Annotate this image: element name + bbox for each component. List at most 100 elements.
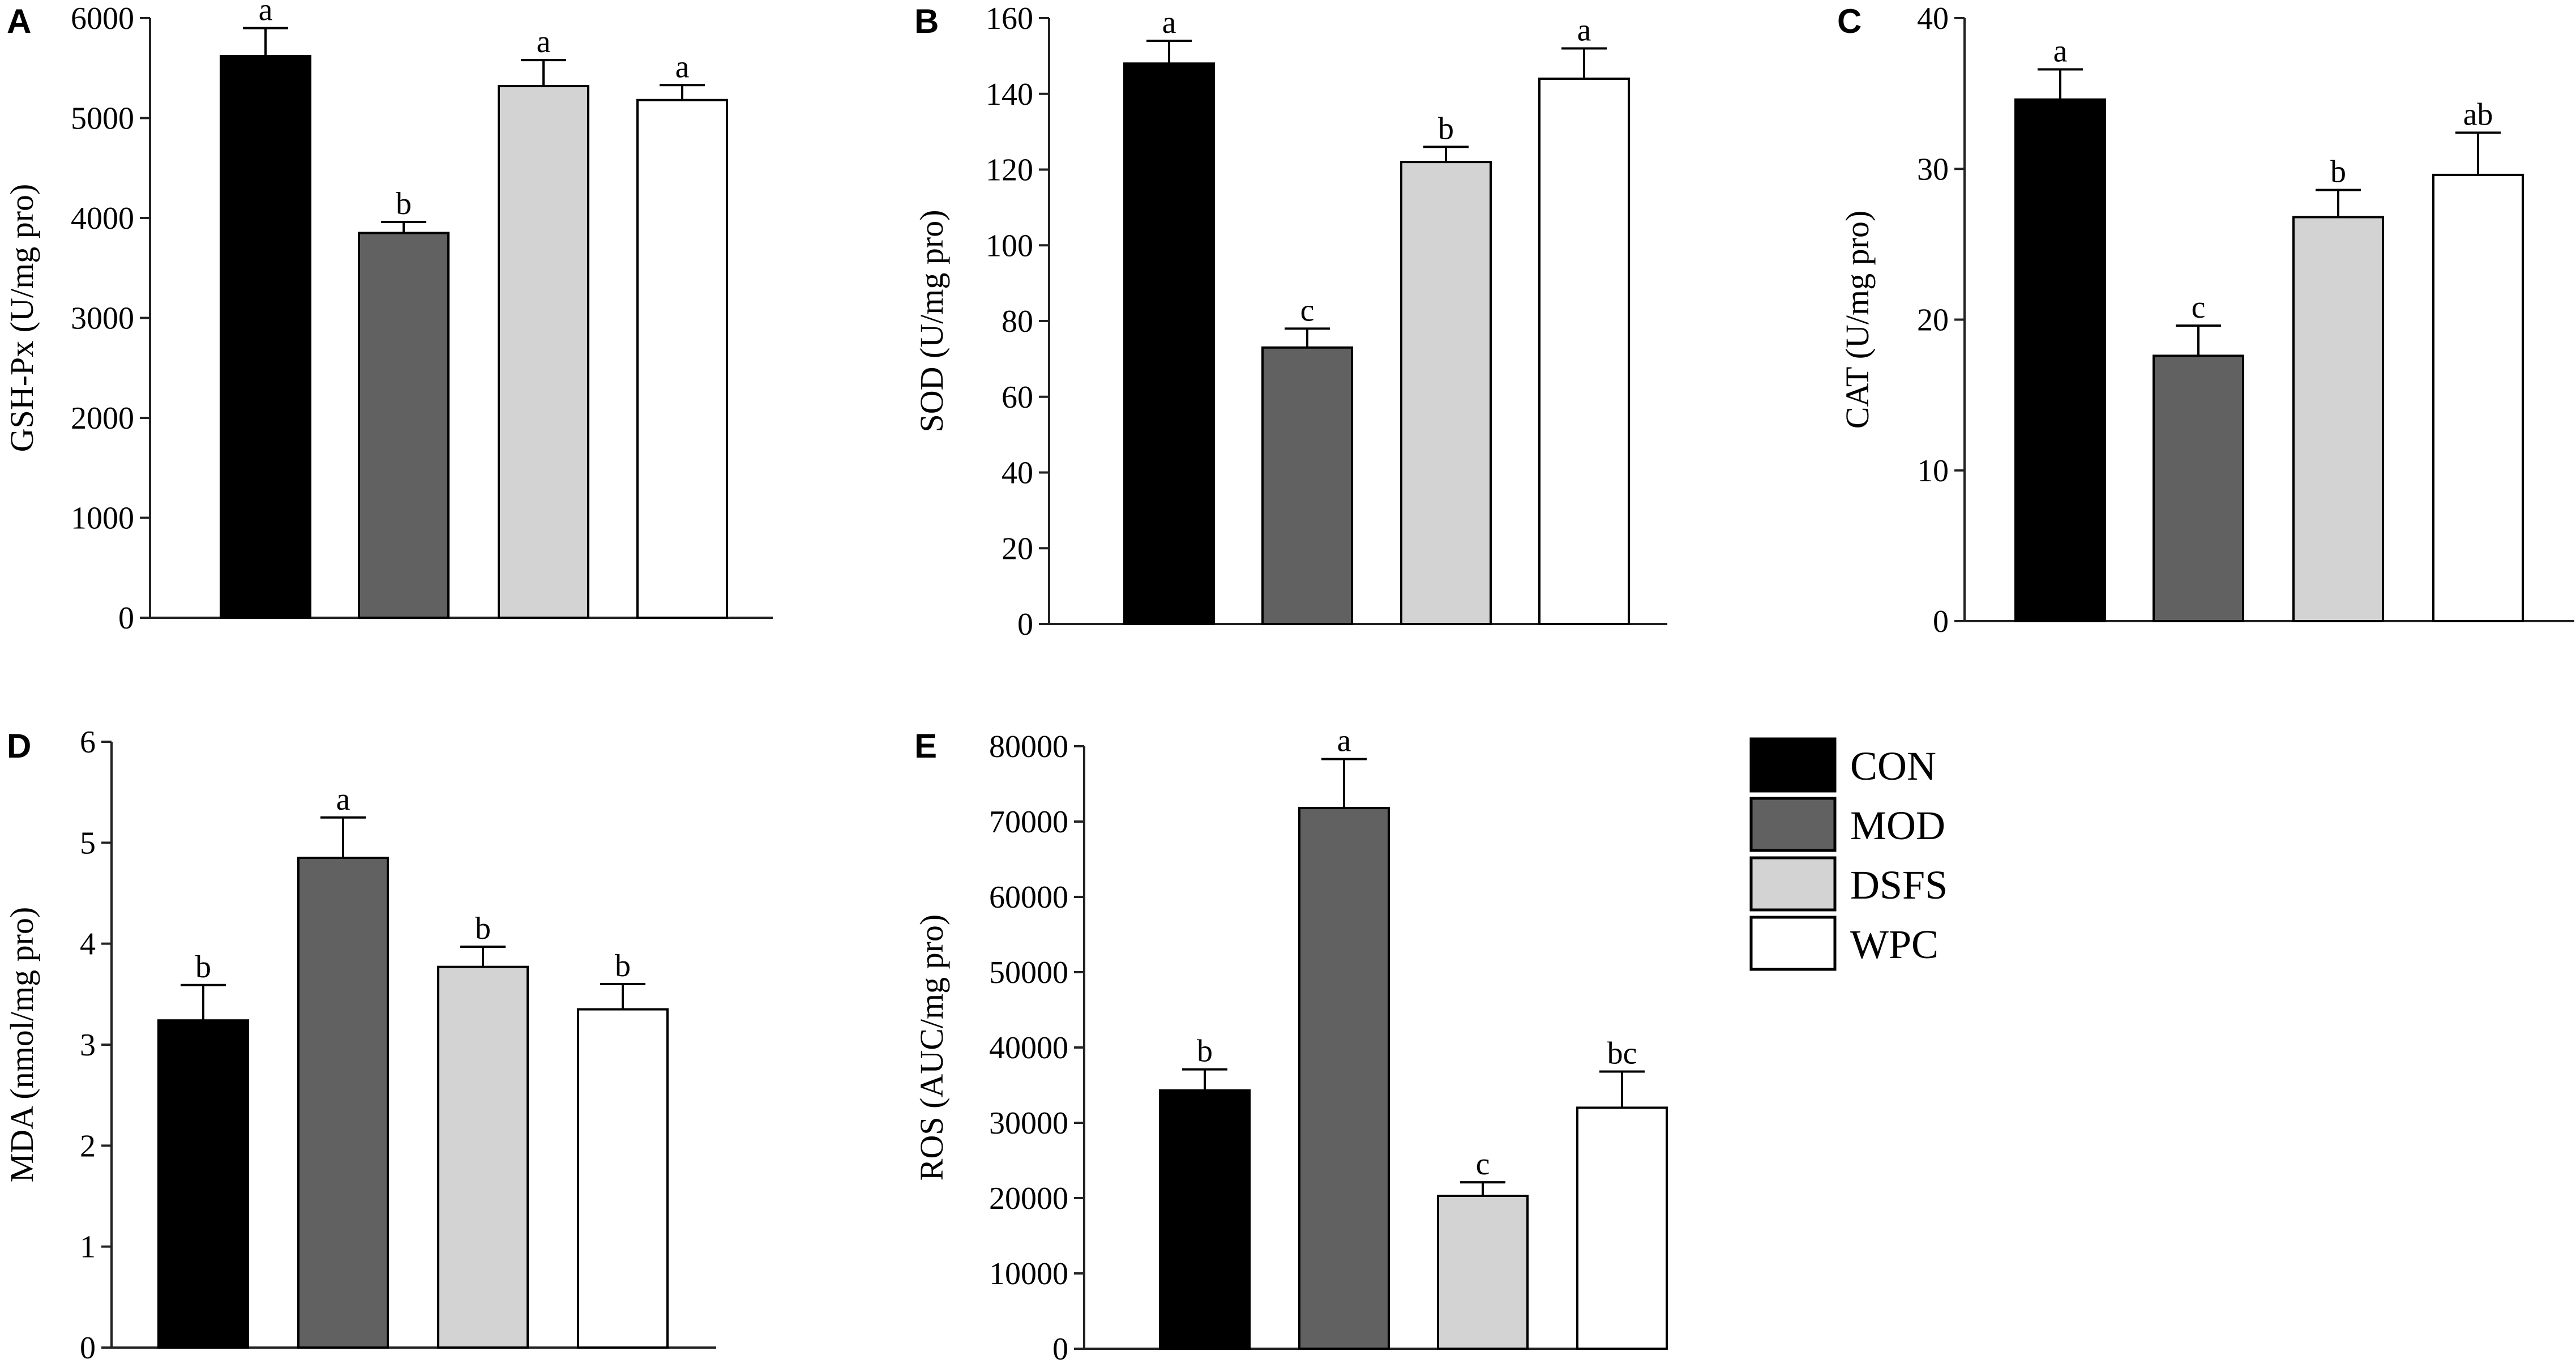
bar-wpc [636, 99, 728, 619]
chart-panel-c: C 0 10 20 30 40 CAT (U/mg pro) a c b ab [1837, 1, 2574, 639]
significance-label: b [615, 948, 631, 984]
y-axis-title: SOD (U/mg pro) [913, 209, 950, 432]
y-axis-title: GSH-Px (U/mg pro) [3, 184, 40, 452]
y-tick-label: 0 [118, 601, 134, 636]
y-tick-label: 100 [986, 228, 1033, 263]
legend-label-con: CON [1850, 743, 1936, 789]
bar-dsfs [1400, 161, 1492, 625]
legend-swatch-wpc [1749, 916, 1837, 971]
bar-mod [1298, 807, 1390, 1350]
bar-wpc [2432, 173, 2524, 622]
y-tick-label: 60000 [989, 880, 1068, 915]
bar-mod [358, 232, 450, 619]
bar-con [1123, 62, 1215, 625]
chart-panel-d: D 0 1 2 3 4 5 6 MDA (nmol/mg pro) b a b b [3, 725, 716, 1364]
y-tick-label: 4000 [71, 201, 134, 236]
significance-label: b [475, 911, 491, 946]
significance-label: a [675, 49, 690, 84]
legend: CON MOD DSFS WPC [1749, 737, 1948, 971]
y-tick-label: 30 [1917, 152, 1949, 187]
significance-label: c [2192, 290, 2206, 325]
y-tick-label: 20000 [989, 1181, 1068, 1216]
bar-wpc [1538, 78, 1630, 625]
y-tick-label: 30000 [989, 1106, 1068, 1141]
panel-letter: A [7, 2, 31, 40]
significance-label: a [259, 0, 273, 28]
bar-dsfs [498, 85, 589, 619]
bar-con [2014, 98, 2106, 622]
significance-label: ab [2463, 97, 2493, 132]
y-tick-label: 0 [1017, 607, 1033, 642]
significance-label: a [336, 782, 350, 817]
panel-letter: E [914, 727, 937, 765]
y-tick-label: 10 [1917, 454, 1949, 489]
y-tick-label: 20 [1917, 303, 1949, 338]
chart-panel-e: E 0 10000 20000 30000 40000 50000 60000 70000 800… [913, 724, 1668, 1364]
y-tick-label: 70000 [989, 805, 1068, 840]
y-tick-label: 80 [1002, 304, 1033, 339]
y-axis-title: CAT (U/mg pro) [1839, 211, 1876, 429]
significance-label: a [537, 24, 551, 59]
significance-label: c [1476, 1147, 1490, 1182]
y-tick-label: 160 [986, 1, 1033, 36]
significance-label: a [1577, 13, 1591, 48]
y-tick-label: 1000 [71, 501, 134, 536]
significance-label: b [195, 950, 211, 985]
panel-letter: D [7, 727, 31, 765]
y-tick-label: 0 [80, 1331, 96, 1364]
bar-wpc [1576, 1106, 1668, 1350]
y-tick-label: 50000 [989, 955, 1068, 990]
y-tick-label: 1 [80, 1230, 96, 1265]
significance-label: b [1438, 111, 1454, 146]
significance-label: b [1197, 1034, 1213, 1069]
bar-mod [1261, 346, 1353, 625]
y-tick-label: 120 [986, 153, 1033, 188]
bar-con [157, 1019, 249, 1349]
legend-swatch-mod [1749, 797, 1837, 852]
y-tick-label: 10000 [989, 1256, 1068, 1292]
panel-letter: C [1837, 2, 1862, 40]
significance-label: b [2330, 155, 2346, 190]
legend-swatch-con [1749, 737, 1837, 793]
y-tick-label: 40000 [989, 1031, 1068, 1066]
chart-panel-a: A 0 1000 2000 3000 4000 5000 6000 GSH-Px (U/mg p… [3, 0, 773, 636]
y-tick-label: 20 [1002, 531, 1033, 566]
legend-label-wpc: WPC [1850, 922, 1939, 967]
significance-label: a [1162, 5, 1176, 40]
y-axis-title: ROS (AUC/mg pro) [913, 914, 950, 1181]
y-tick-label: 2 [80, 1128, 96, 1164]
bar-dsfs [2292, 216, 2384, 622]
legend-swatch-dsfs [1749, 856, 1837, 912]
bar-con [220, 55, 311, 619]
panel-letter: B [914, 2, 939, 40]
y-tick-label: 60 [1002, 380, 1033, 415]
y-axis-title: MDA (nmol/mg pro) [3, 907, 40, 1183]
chart-panel-b: B 0 20 40 60 80 100 120 140 160 SOD (U/mg pro) a c b a [913, 1, 1667, 642]
bar-wpc [577, 1008, 669, 1349]
legend-label-mod: MOD [1850, 803, 1945, 848]
bar-con [1159, 1089, 1251, 1350]
y-tick-label: 3000 [71, 301, 134, 336]
y-tick-label: 2000 [71, 401, 134, 436]
bar-mod [297, 857, 389, 1349]
y-tick-label: 80000 [989, 729, 1068, 764]
significance-label: a [2053, 34, 2068, 69]
significance-label: a [1337, 724, 1351, 759]
y-tick-label: 6000 [71, 1, 134, 36]
y-tick-label: 0 [1933, 604, 1949, 639]
y-tick-label: 140 [986, 77, 1033, 112]
significance-label: bc [1607, 1036, 1637, 1071]
bar-dsfs [437, 965, 529, 1349]
y-tick-label: 5000 [71, 101, 134, 136]
bar-mod [2153, 354, 2244, 623]
y-tick-label: 4 [80, 927, 96, 962]
bar-dsfs [1437, 1195, 1529, 1350]
significance-label: b [396, 186, 412, 221]
y-tick-label: 3 [80, 1028, 96, 1063]
y-tick-label: 40 [1002, 456, 1033, 491]
y-tick-label: 40 [1917, 1, 1949, 36]
y-tick-label: 0 [1052, 1332, 1068, 1364]
y-tick-label: 6 [80, 725, 96, 760]
significance-label: c [1300, 293, 1315, 328]
